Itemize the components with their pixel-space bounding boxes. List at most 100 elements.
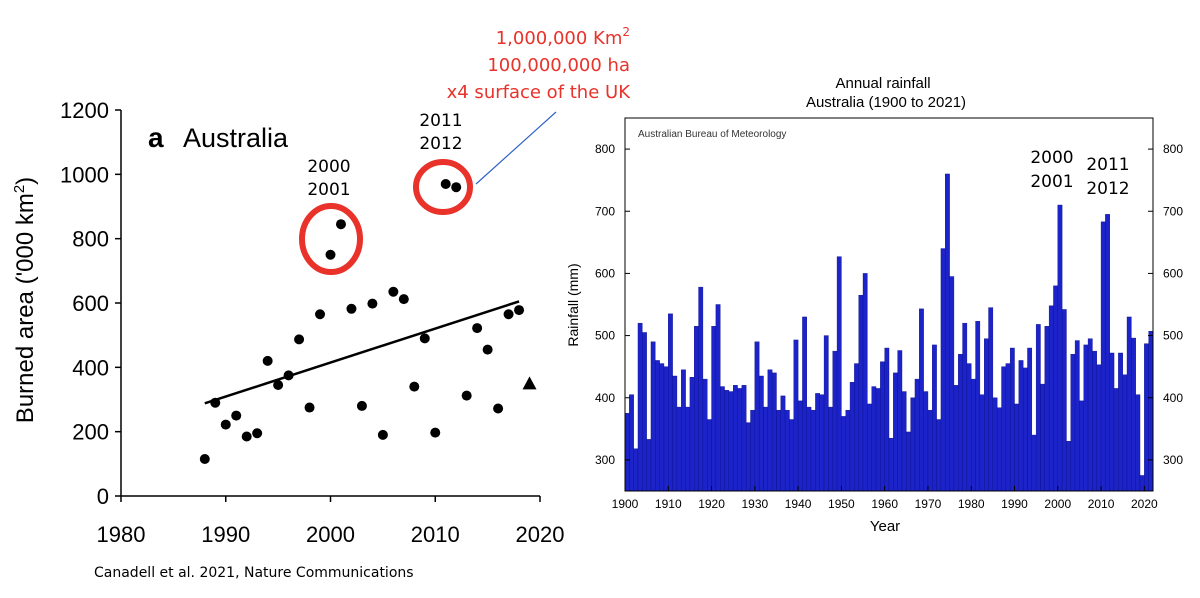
rainfall-bar	[629, 394, 634, 492]
rainfall-bar	[1083, 344, 1089, 492]
rainfall-bar	[802, 316, 807, 492]
rainfall-title-line-1: Annual rainfall	[835, 75, 930, 92]
rainfall-bar	[1118, 352, 1123, 492]
rainfall-bar	[932, 344, 937, 492]
data-point	[419, 333, 430, 344]
rainfall-bar	[806, 406, 812, 492]
rainfall-bar	[1092, 350, 1097, 492]
rainfall-bar	[702, 378, 708, 492]
highlight-circle-2000-2001	[299, 203, 363, 275]
rainfall-bar	[1087, 338, 1093, 492]
data-point	[503, 309, 514, 320]
rainfall-bar	[1040, 383, 1046, 492]
rainfall-x-tick-label: 1960	[871, 497, 898, 511]
rainfall-bar	[784, 409, 790, 492]
x-tick-label: 2010	[411, 522, 460, 547]
rainfall-bar	[858, 294, 864, 492]
rainfall-bar	[893, 372, 898, 492]
rainfall-bar	[737, 388, 743, 492]
rainfall-bar	[1031, 434, 1037, 492]
rainfall-bar	[992, 397, 998, 492]
rainfall-bar	[681, 369, 686, 492]
rainfall-y-tick-label-right: 300	[1163, 453, 1183, 467]
rainfall-bar	[927, 409, 933, 492]
rainfall-bar	[758, 375, 764, 492]
rainfall-bar	[901, 391, 907, 492]
data-point	[377, 429, 388, 440]
rainfall-bar	[624, 413, 630, 492]
rainfall-bar	[637, 322, 643, 492]
rainfall-bar	[1035, 324, 1041, 492]
data-point	[472, 323, 483, 334]
data-point	[409, 381, 420, 392]
rainfall-bar	[672, 375, 678, 492]
rainfall-bar	[1122, 374, 1128, 492]
rainfall-bar	[655, 360, 660, 492]
rainfall-bar	[685, 406, 691, 492]
rainfall-bar	[1126, 316, 1132, 492]
rainfall-label-2012: 2012	[1086, 179, 1129, 199]
rainfall-y-tick-label-right: 800	[1163, 142, 1183, 156]
rainfall-bar	[741, 385, 747, 492]
label-2012: 2012	[419, 134, 462, 154]
y-tick-label: 0	[97, 484, 109, 509]
rainfall-bar	[940, 248, 946, 492]
rainfall-bar	[1113, 388, 1119, 492]
callout-connector-line	[475, 111, 557, 185]
rainfall-bar	[1074, 340, 1080, 492]
y-axis-label: Burned area ('000 km2)	[11, 177, 39, 423]
x-tick-label: 1990	[201, 522, 250, 547]
data-point	[220, 419, 231, 430]
rainfall-plot-frame	[624, 117, 1154, 492]
rainfall-bar	[1061, 309, 1067, 492]
rainfall-x-tick-label: 1910	[655, 497, 682, 511]
rainfall-bar	[771, 372, 777, 492]
rainfall-bar	[694, 326, 699, 492]
rainfall-y-tick-label-right: 500	[1163, 329, 1183, 343]
rainfall-bar	[1005, 363, 1011, 492]
rainfall-label-2000: 2000	[1030, 148, 1073, 168]
rainfall-bar	[724, 390, 730, 492]
rainfall-bar	[659, 363, 665, 492]
burned-area-axes: 0 200 400 600 800 1000 1200 1980 1990 2000 2010 202…	[60, 98, 564, 547]
rainfall-bar	[854, 363, 859, 492]
rainfall-bar	[871, 386, 877, 492]
rainfall-x-tick-label: 1950	[828, 497, 855, 511]
rainfall-x-tick-label: 1920	[698, 497, 725, 511]
data-point	[199, 454, 210, 465]
rainfall-bar	[984, 338, 989, 492]
rainfall-bar	[793, 339, 799, 492]
rainfall-bar	[1001, 366, 1007, 492]
rainfall-bar	[720, 386, 725, 492]
rainfall-bar	[707, 419, 712, 492]
rainfall-bar	[828, 406, 833, 492]
rainfall-bar	[1144, 343, 1149, 492]
rainfall-bar	[979, 394, 985, 492]
citation: Canadell et al. 2021, Nature Communicati…	[94, 565, 414, 581]
rainfall-bar	[776, 409, 782, 492]
y-tick-label: 1000	[60, 162, 109, 187]
chart-title: Australia	[183, 123, 289, 153]
data-point	[440, 178, 451, 189]
rainfall-bar	[732, 385, 738, 492]
rainfall-bar	[789, 419, 794, 492]
rainfall-bar	[888, 437, 894, 492]
data-point	[346, 303, 357, 314]
rainfall-bar	[1027, 347, 1033, 492]
rainfall-bar	[1022, 367, 1028, 492]
rainfall-bar	[728, 391, 734, 492]
rainfall-bar	[750, 409, 756, 492]
data-point	[241, 431, 252, 442]
label-2000: 2000	[307, 157, 350, 177]
burned-area-marks	[199, 178, 537, 465]
rainfall-x-tick-label: 1900	[612, 497, 639, 511]
y-tick-label: 200	[72, 420, 109, 445]
data-point	[430, 427, 441, 438]
rainfall-bar	[875, 388, 881, 492]
rainfall-bar	[849, 382, 855, 492]
rainfall-bar	[966, 363, 972, 492]
rainfall-bar	[1109, 352, 1115, 492]
rainfall-bar	[1105, 214, 1110, 492]
rainfall-bar	[676, 406, 682, 492]
data-point	[514, 305, 525, 316]
